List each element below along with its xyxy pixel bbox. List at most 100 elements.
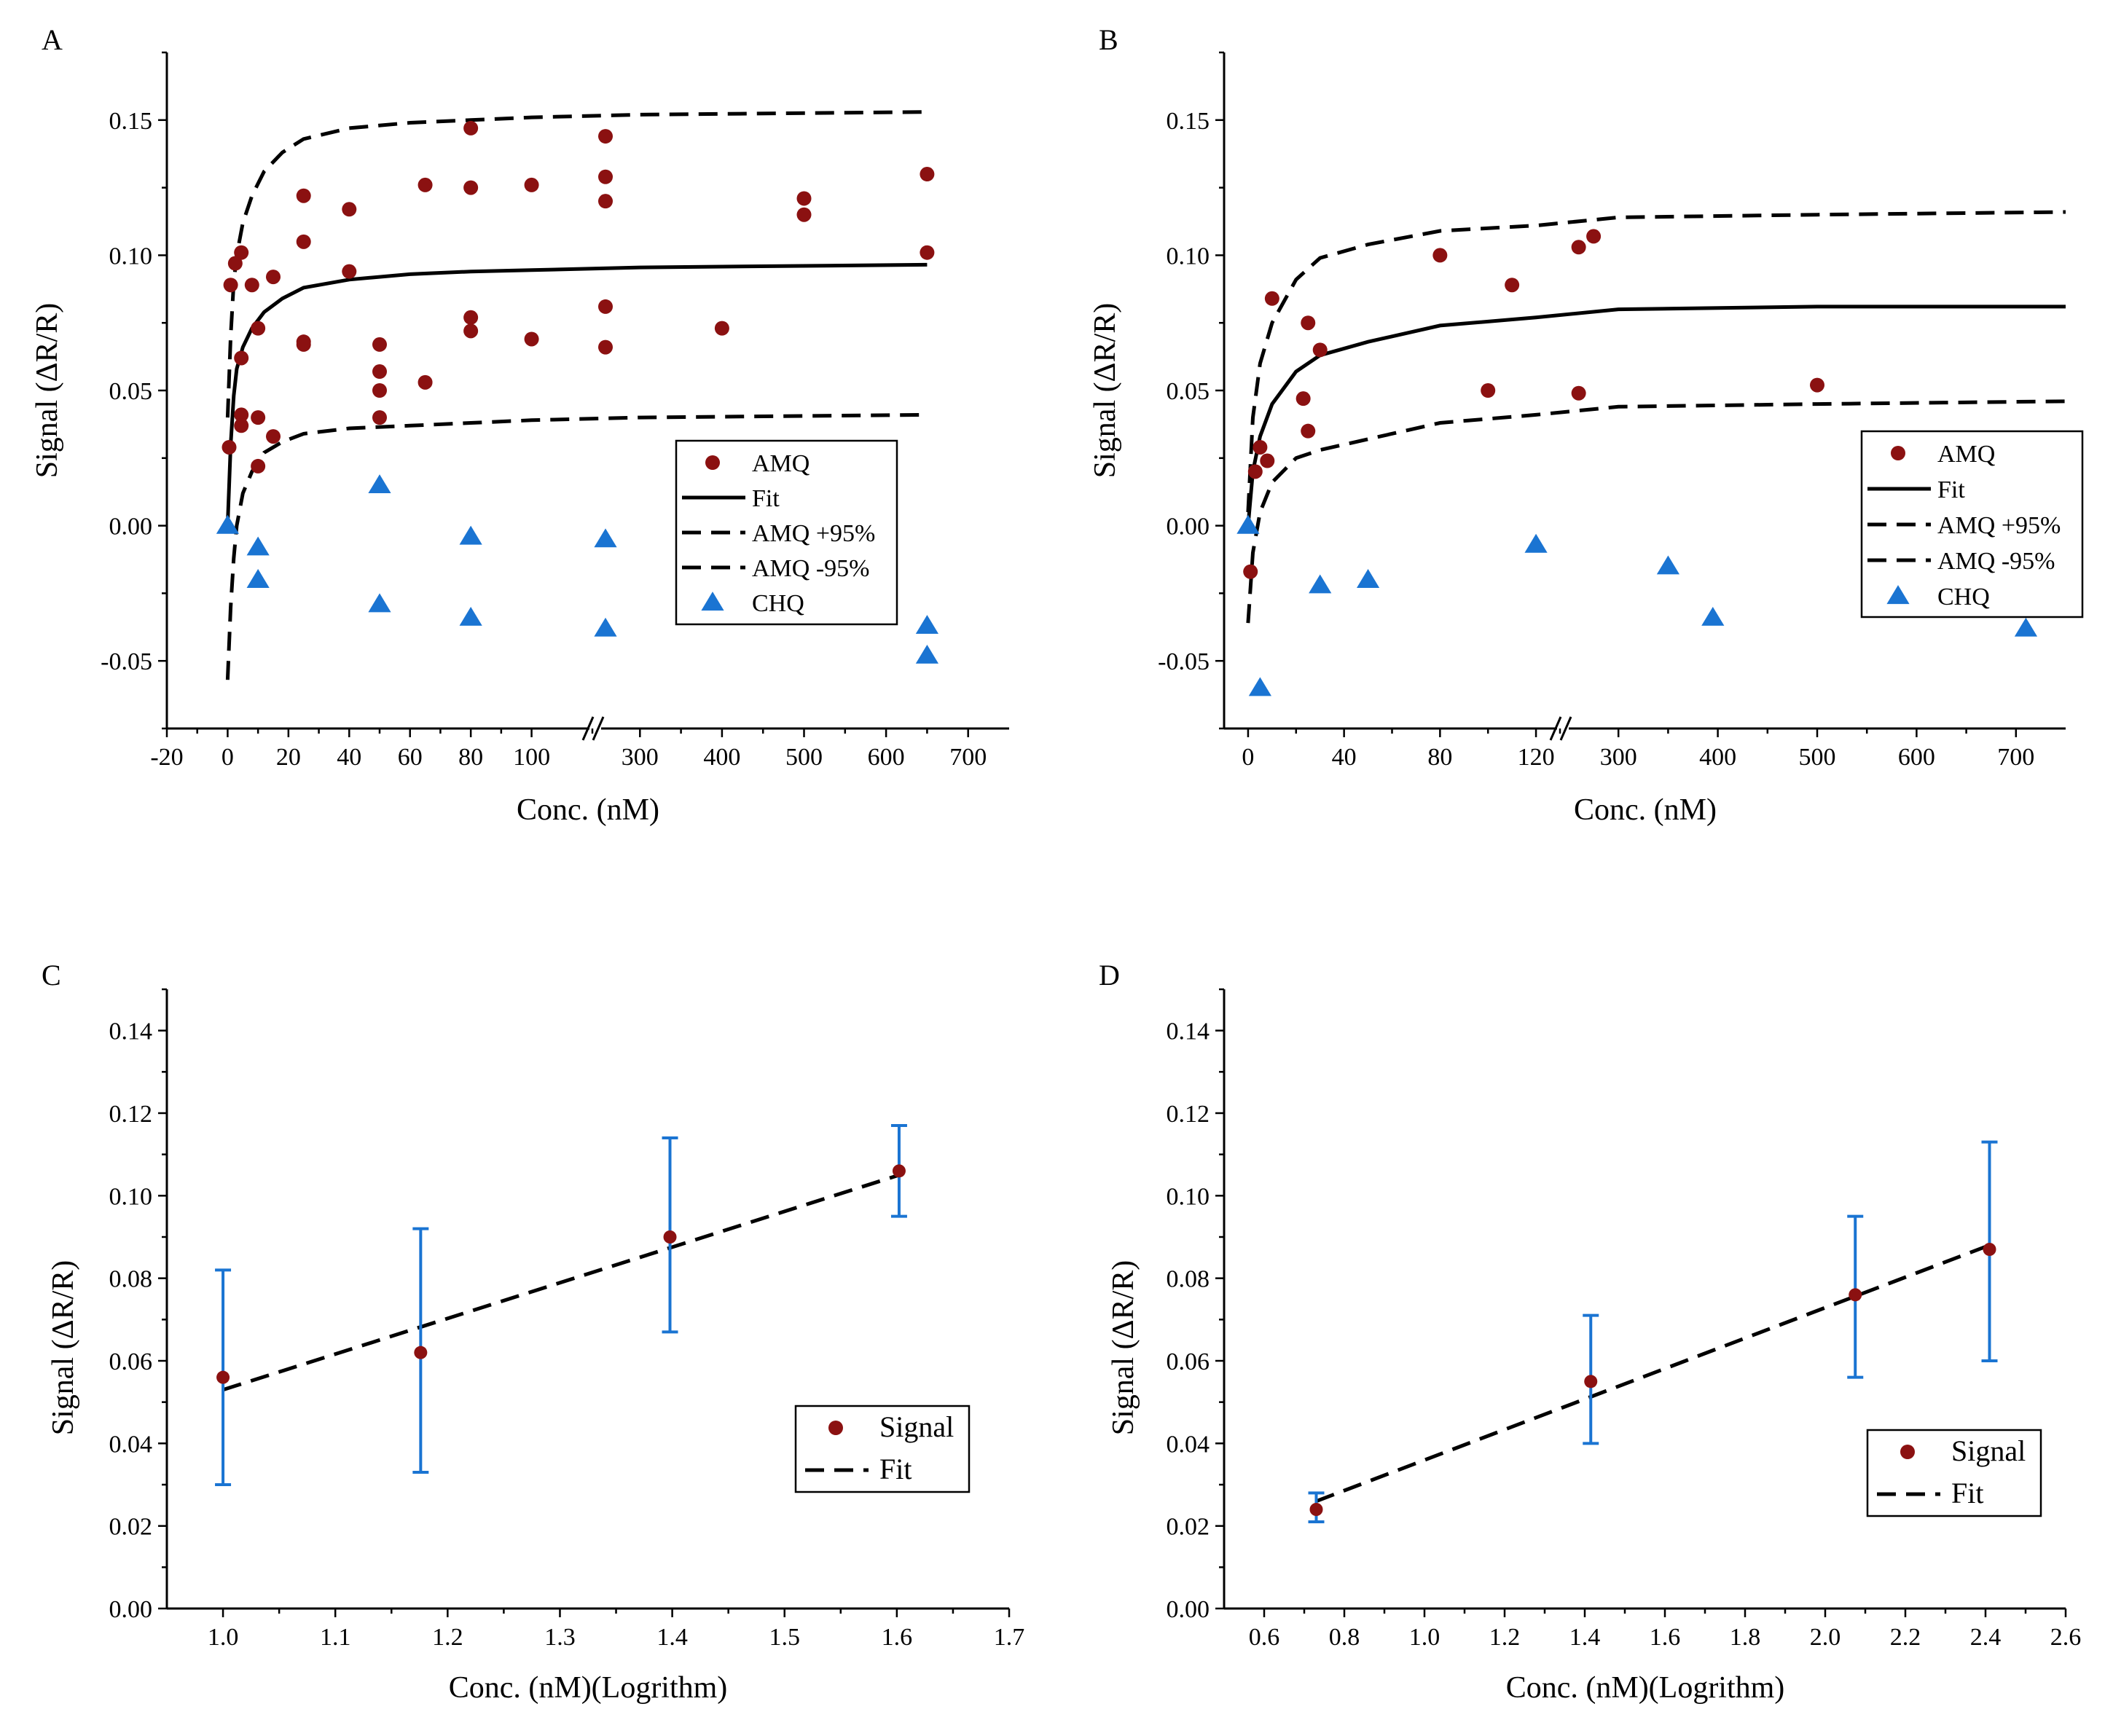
data-point-signal <box>1849 1288 1862 1302</box>
x-tick-label: 1.1 <box>320 1624 351 1651</box>
data-point-amq <box>418 374 433 390</box>
data-point-amq <box>1295 391 1311 406</box>
data-point-chq <box>594 528 617 548</box>
x-tick-label: 60 <box>398 744 423 771</box>
data-point-signal <box>1584 1375 1598 1389</box>
data-point-amq <box>1243 564 1258 579</box>
y-tick-label: 0.10 <box>109 243 153 270</box>
y-tick-label: 0.06 <box>109 1348 153 1375</box>
data-point-chq <box>368 593 391 613</box>
data-point-amq <box>234 418 249 433</box>
data-point-amq <box>1586 229 1602 244</box>
y-tick-label: 0.00 <box>1167 514 1210 541</box>
series-line-amq-95- <box>225 412 928 680</box>
y-tick-label: -0.05 <box>1158 648 1210 675</box>
x-tick-label: 80 <box>458 744 483 771</box>
legend-label: Fit <box>1951 1477 1983 1509</box>
data-point-amq <box>1301 315 1316 331</box>
y-tick-label: 0.04 <box>1167 1431 1210 1458</box>
legend-label: Fit <box>1937 476 1965 503</box>
y-axis-title: Signal (ΔR/R) <box>1089 303 1122 479</box>
x-tick-label: 40 <box>1332 744 1357 771</box>
data-point-amq <box>598 299 614 314</box>
data-point-chq <box>1656 555 1679 575</box>
axis-break-mark <box>581 716 595 741</box>
data-point-amq <box>1301 423 1316 439</box>
data-point-amq <box>463 323 479 339</box>
panel-letter: B <box>1099 23 1118 56</box>
data-point-amq <box>296 234 311 249</box>
y-tick-label: 0.02 <box>1167 1514 1210 1541</box>
x-tick-label: 2.4 <box>1970 1624 2002 1651</box>
data-point-signal <box>663 1230 677 1244</box>
legend: AMQ Fit AMQ +95% AMQ -95% CHQ <box>1860 430 2084 618</box>
x-axis-title: Conc. (nM) <box>1574 793 1717 827</box>
x-tick-label: 0 <box>222 744 234 771</box>
x-tick-label: 400 <box>703 744 740 771</box>
series-line-amq-95- <box>225 110 928 418</box>
data-point-chq <box>915 644 938 664</box>
x-tick-label: 1.6 <box>882 1624 913 1651</box>
x-tick-label: 100 <box>513 744 550 771</box>
legend-label: AMQ -95% <box>752 555 869 582</box>
legend-marker-signal <box>828 1421 843 1435</box>
data-point-amq <box>463 120 479 135</box>
x-tick-label: 1.5 <box>769 1624 800 1651</box>
legend-marker-amq <box>705 455 720 470</box>
data-point-amq <box>266 429 281 444</box>
data-point-amq <box>714 321 729 336</box>
y-tick-label: 0.10 <box>1167 1183 1210 1210</box>
y-tick-label: 0.05 <box>1167 378 1210 405</box>
data-point-signal <box>1309 1503 1323 1516</box>
legend-label: Signal <box>879 1410 954 1443</box>
y-tick-label: 0.15 <box>1167 108 1210 135</box>
data-point-chq <box>2014 617 2038 637</box>
data-point-signal <box>414 1346 428 1359</box>
data-point-amq <box>234 350 249 366</box>
data-point-amq <box>598 194 614 209</box>
series-line-fit <box>222 1173 900 1392</box>
y-tick-label: 0.10 <box>1167 243 1210 270</box>
legend-label: AMQ <box>752 450 810 477</box>
y-tick-label: 0.15 <box>109 108 153 135</box>
chart-panel-c: 0.00 0.02 0.04 0.06 0.08 0.10 0.12 0.14 1.0 1.1 1.… <box>42 959 1024 1705</box>
x-tick-label: 1.4 <box>1569 1624 1601 1651</box>
data-point-amq <box>234 407 249 423</box>
x-tick-label: 300 <box>1600 744 1637 771</box>
x-tick-label: 600 <box>1898 744 1935 771</box>
x-tick-label: 1.3 <box>544 1624 576 1651</box>
y-tick-label: 0.12 <box>109 1101 153 1128</box>
y-tick-label: 0.06 <box>1167 1348 1210 1375</box>
data-point-amq <box>920 245 935 260</box>
legend-label: Signal <box>1951 1434 2026 1467</box>
legend-label: AMQ +95% <box>752 520 875 547</box>
legend-label: AMQ +95% <box>1937 512 2061 539</box>
x-tick-label: 1.2 <box>432 1624 463 1651</box>
x-tick-label: 500 <box>785 744 823 771</box>
data-point-chq <box>1524 533 1548 553</box>
x-axis-title: Conc. (nM)(Logrithm) <box>1506 1671 1785 1705</box>
axis-break-mark <box>1549 716 1562 741</box>
data-point-amq <box>251 321 266 336</box>
data-point-amq <box>796 207 812 222</box>
legend-label: CHQ <box>1937 584 1990 610</box>
x-tick-label: 40 <box>337 744 361 771</box>
x-tick-label: 400 <box>1699 744 1736 771</box>
data-point-signal <box>892 1164 906 1178</box>
legend-label: CHQ <box>752 590 804 617</box>
y-tick-label: 0.02 <box>109 1514 153 1541</box>
data-point-amq <box>598 339 614 355</box>
legend-box <box>794 1405 971 1493</box>
data-point-amq <box>1247 464 1263 479</box>
legend: Signal Fit <box>1866 1429 2042 1517</box>
y-tick-label: 0.05 <box>109 378 153 405</box>
x-axis-title: Conc. (nM)(Logrithm) <box>449 1671 728 1705</box>
y-tick-label: 0.08 <box>1167 1266 1210 1293</box>
data-point-amq <box>1481 383 1496 398</box>
y-tick-label: 0.08 <box>109 1266 153 1293</box>
data-point-chq <box>1248 677 1271 696</box>
y-tick-label: 0.14 <box>109 1018 153 1045</box>
chart-panel-b: -0.05 0.00 0.05 0.10 0.15 0 40 80 120 300 400 500 60… <box>1089 23 2084 827</box>
x-tick-label: 2.6 <box>2050 1624 2082 1651</box>
legend-label: Fit <box>879 1453 912 1485</box>
